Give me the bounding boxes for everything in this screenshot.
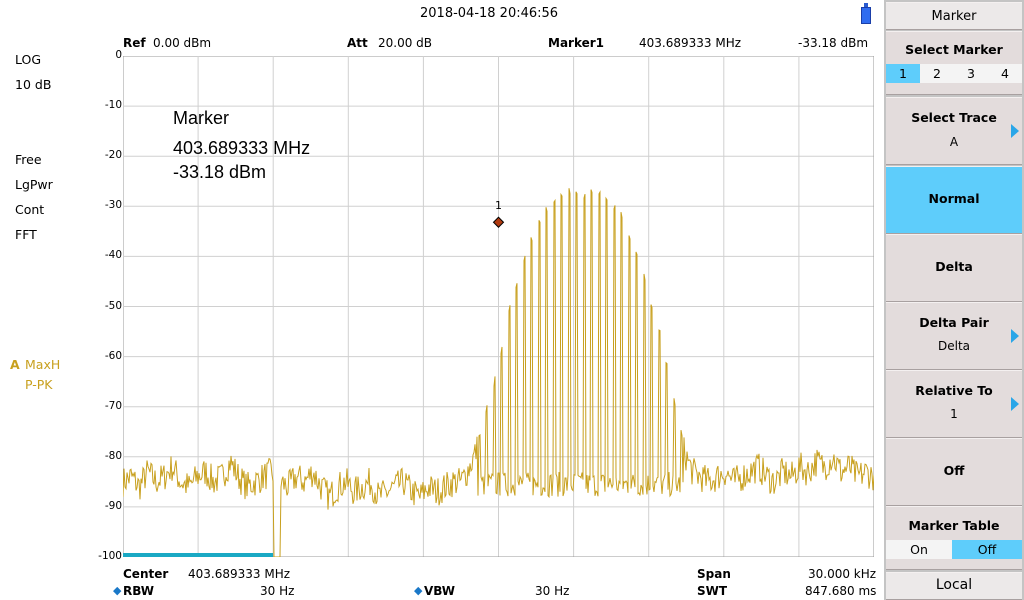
select-marker-label: Select Marker [905,42,1003,57]
delta-softkey[interactable]: Delta [886,234,1022,302]
y-tick-label: -40 [104,249,122,262]
datetime: 2018-04-18 20:46:56 [420,6,559,21]
menu-title: Marker [886,2,1022,30]
center-label: Center [123,567,169,581]
y-tick-label: -100 [98,550,122,562]
marker-diamond-icon [492,216,505,228]
marker-option-1[interactable]: 1 [886,64,920,83]
marker-label: Marker1 [548,36,605,50]
y-tick-label: -20 [104,149,122,162]
marker-selector[interactable]: 1 2 3 4 [886,64,1022,83]
sweep-mode: Cont [15,202,45,217]
span-label: Span [697,567,731,581]
marker-table-off[interactable]: Off [952,540,1022,559]
y-tick-label: -60 [104,349,122,362]
marker-table-label: Marker Table [908,518,1000,533]
vbw-value: 30 Hz [535,584,570,598]
select-trace-label: Select Trace [911,110,997,125]
spectrum-plot[interactable] [123,56,874,557]
swt-value: 847.680 ms [805,584,877,598]
arrow-right-icon [1011,397,1019,411]
arrow-right-icon [1011,124,1019,138]
y-tick-label: 0 [115,49,122,61]
scale-type: LOG [15,52,42,67]
usb-battery-icon [861,3,871,24]
softkey-panel: Marker Select Marker 1 2 3 4 Select Trac… [884,0,1024,600]
relative-to-softkey[interactable]: Relative To 1 [886,370,1022,438]
delta-pair-value: Delta [937,339,970,353]
relative-to-value: 1 [950,407,958,421]
ref-value: 0.00 dBm [153,36,212,50]
marker-header-level: -33.18 dBm [798,36,869,50]
marker-option-3[interactable]: 3 [967,66,975,81]
relative-to-label: Relative To [915,383,993,398]
rbw-value: 30 Hz [260,584,295,598]
rbw-diamond-icon: ◆ [113,584,122,597]
sweep-type: FFT [15,227,37,242]
sweep-progress-bar [123,553,273,557]
y-tick-label: -10 [104,99,122,112]
normal-softkey[interactable]: Normal [886,166,1022,234]
trace-detector: P-PK [25,377,53,392]
y-tick-label: -80 [104,449,122,462]
marker-option-4[interactable]: 4 [1001,66,1009,81]
trace-a-line [123,188,874,557]
span-value: 30.000 kHz [808,567,877,581]
y-tick-label: -50 [104,299,122,312]
y-tick-label: -90 [104,499,122,512]
scale-div: 10 dB [15,77,52,92]
swt-label: SWT [697,584,728,598]
delta-pair-label: Delta Pair [919,315,989,330]
arrow-right-icon [1011,329,1019,343]
marker-readout-title: Marker [173,108,230,128]
select-trace-value: A [949,135,959,149]
marker-number-label: 1 [495,199,502,212]
y-tick-label: -30 [104,199,122,212]
select-trace-softkey[interactable]: Select Trace A [886,97,1022,165]
y-tick-label: -70 [104,399,122,412]
trace-letter: A [10,357,20,372]
att-label: Att [347,36,368,50]
local-button[interactable]: Local [886,572,1022,600]
center-value: 403.689333 MHz [188,567,291,581]
trigger-mode: Free [15,152,42,167]
trace-mode: MaxH [25,357,61,372]
off-softkey[interactable]: Off [886,438,1022,506]
detector-mode: LgPwr [15,177,53,192]
marker-readout-level: -33.18 dBm [173,162,267,182]
marker-readout-freq: 403.689333 MHz [173,138,311,158]
marker-table-on[interactable]: On [910,542,928,557]
plot-grid [123,56,874,557]
select-marker-softkey[interactable]: Select Marker 1 2 3 4 [886,31,1022,95]
ref-label: Ref [123,36,146,50]
marker-header-freq: 403.689333 MHz [639,36,742,50]
rbw-label: RBW [123,584,154,598]
att-value: 20.00 dB [378,36,433,50]
marker-option-2[interactable]: 2 [933,66,941,81]
vbw-diamond-icon: ◆ [414,584,423,597]
marker-table-softkey[interactable]: Marker Table On Off [886,506,1022,570]
marker-table-toggle[interactable]: On Off [886,540,1022,559]
vbw-label: VBW [424,584,456,598]
delta-pair-softkey[interactable]: Delta Pair Delta [886,302,1022,370]
marker-1 [492,216,505,228]
